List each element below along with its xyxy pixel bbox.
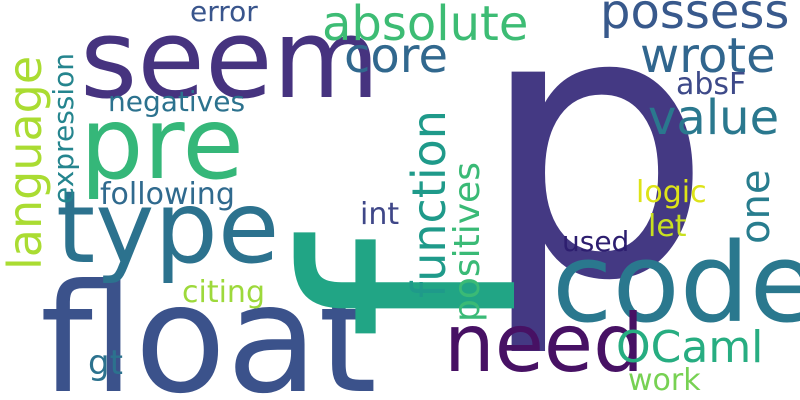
word-gt: gt: [88, 343, 123, 383]
word-absF: absF: [676, 67, 747, 102]
word-type: type: [56, 169, 280, 286]
word-let: let: [648, 209, 687, 244]
word-p: p: [478, 0, 713, 362]
word-absolute: absolute: [322, 0, 529, 52]
word-float: float: [40, 253, 377, 400]
word-function: function: [402, 110, 456, 298]
word-int: int: [360, 197, 400, 232]
word-pre: pre: [80, 85, 244, 202]
word-seem: seem: [80, 0, 380, 123]
word-work: work: [628, 363, 701, 398]
word-possess: possess: [600, 0, 790, 40]
word-value: value: [648, 90, 780, 146]
word-error: error: [190, 0, 258, 28]
word-following: following: [100, 177, 235, 212]
word-OCaml: OCaml: [616, 322, 764, 373]
word-negatives: negatives: [108, 85, 246, 118]
word-expression: expression: [47, 52, 80, 204]
word-logic: logic: [636, 175, 707, 210]
word-code: code: [552, 219, 800, 347]
word-need: need: [444, 297, 644, 390]
word-wrote: wrote: [640, 28, 776, 84]
word-used: used: [562, 225, 630, 258]
word-core: core: [344, 28, 448, 84]
word-language: language: [0, 55, 52, 270]
word-citing: citing: [182, 275, 265, 310]
word-positives: positives: [447, 162, 488, 322]
word-one: one: [733, 169, 779, 244]
